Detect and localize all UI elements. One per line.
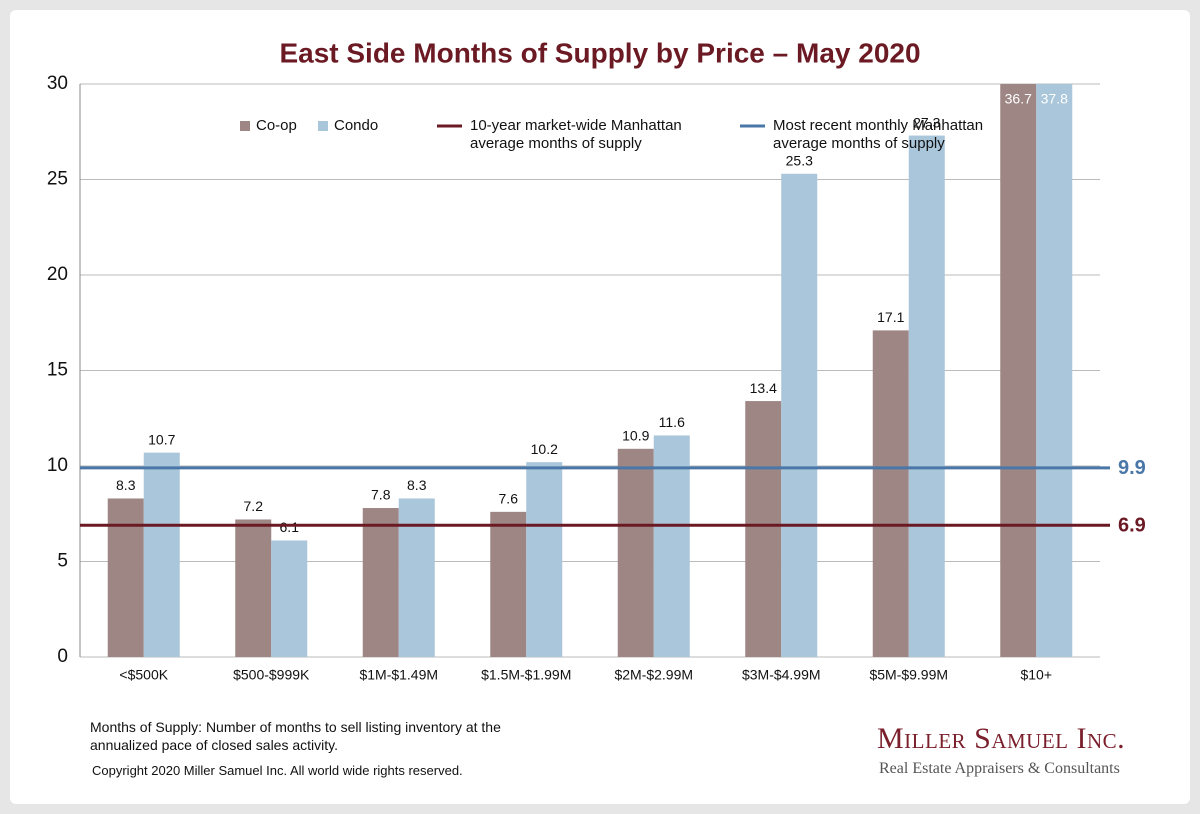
y-tick-label: 15 xyxy=(47,360,68,381)
x-tick-label: $5M-$9.99M xyxy=(869,667,948,683)
x-tick-label: $1.5M-$1.99M xyxy=(481,667,571,683)
value-label: 36.7 xyxy=(1005,91,1032,107)
value-label: 10.9 xyxy=(622,428,649,444)
y-tick-label: 20 xyxy=(47,264,68,285)
bar xyxy=(271,540,308,657)
value-label: 25.3 xyxy=(786,152,813,168)
x-tick-label: $1M-$1.49M xyxy=(359,667,438,683)
y-tick-label: 25 xyxy=(47,169,68,190)
value-label: 37.8 xyxy=(1041,91,1068,107)
legend-label: 10-year market-wide Manhattan average mo… xyxy=(470,117,682,152)
value-label: 6.1 xyxy=(280,519,300,535)
value-label: 7.8 xyxy=(371,487,391,503)
bar xyxy=(908,135,945,657)
legend-swatch xyxy=(240,121,250,131)
value-label: 7.2 xyxy=(244,498,264,514)
bar xyxy=(362,508,399,657)
x-tick-label: $2M-$2.99M xyxy=(614,667,693,683)
value-label: 27.3 xyxy=(913,114,940,130)
value-label: 8.3 xyxy=(407,477,427,493)
bar xyxy=(490,511,527,657)
y-tick-label: 5 xyxy=(57,551,68,572)
x-tick-label: <$500K xyxy=(119,667,168,683)
y-tick-label: 30 xyxy=(47,73,68,94)
x-tick-label: $10+ xyxy=(1020,667,1052,683)
value-label: 10.2 xyxy=(531,441,558,457)
bar xyxy=(617,448,654,657)
bar xyxy=(781,173,818,657)
chart-title: East Side Months of Supply by Price – Ma… xyxy=(279,37,920,68)
bar xyxy=(143,452,180,657)
y-tick-label: 0 xyxy=(57,646,68,667)
bar xyxy=(526,462,563,657)
legend-label: Co-op xyxy=(256,117,297,134)
bar xyxy=(398,498,435,657)
reference-label: 9.9 xyxy=(1118,457,1146,479)
bar xyxy=(1036,84,1073,657)
bars xyxy=(107,84,1073,657)
value-label: 10.7 xyxy=(148,431,175,447)
value-label: 17.1 xyxy=(877,309,904,325)
logo-name: Miller Samuel Inc. xyxy=(877,722,1126,755)
copyright: Copyright 2020 Miller Samuel Inc. All wo… xyxy=(92,763,463,778)
x-tick-label: $3M-$4.99M xyxy=(742,667,821,683)
legend-label: Most recent monthly Manhattan average mo… xyxy=(773,117,984,152)
legend-swatch xyxy=(318,121,328,131)
logo-tagline: Real Estate Appraisers & Consultants xyxy=(879,760,1120,777)
bar xyxy=(653,435,690,657)
value-label: 8.3 xyxy=(116,477,136,493)
bar xyxy=(1000,84,1037,657)
panel xyxy=(10,10,1190,804)
value-label: 7.6 xyxy=(499,491,519,507)
bar xyxy=(745,401,782,657)
legend-label: Condo xyxy=(334,117,379,134)
value-label: 11.6 xyxy=(659,414,685,430)
value-label: 13.4 xyxy=(750,380,777,396)
reference-label: 6.9 xyxy=(1118,514,1146,536)
bar xyxy=(107,498,144,657)
y-tick-label: 10 xyxy=(47,455,68,476)
bar xyxy=(235,519,272,657)
x-tick-label: $500-$999K xyxy=(233,667,310,683)
bar xyxy=(872,330,909,657)
footnote: Months of Supply: Number of months to se… xyxy=(90,719,501,753)
